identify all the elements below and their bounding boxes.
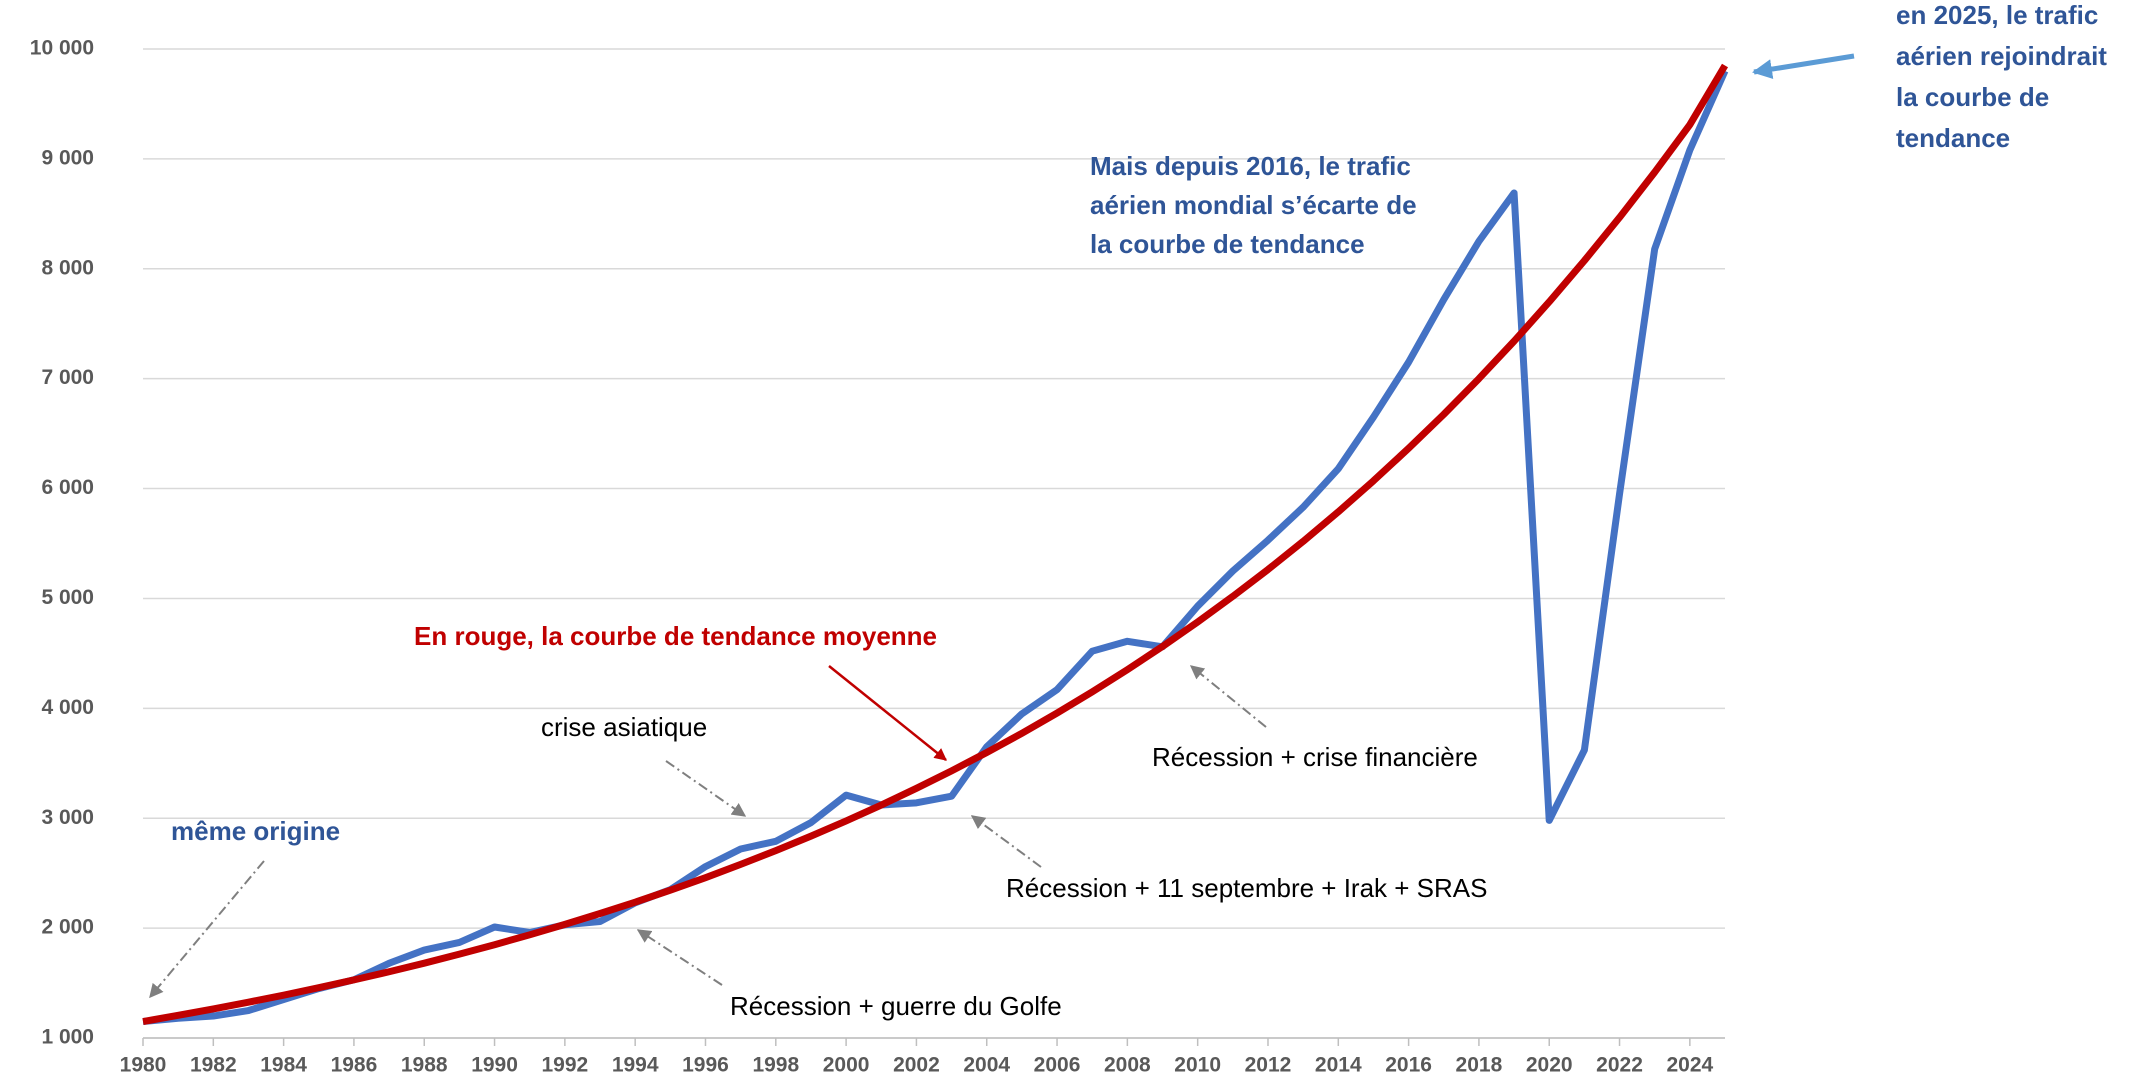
x-tick-label: 2012 xyxy=(1245,1054,1292,1077)
x-tick-label: 2024 xyxy=(1666,1054,1713,1077)
x-tick-label: 2020 xyxy=(1526,1054,1573,1077)
grid xyxy=(143,48,1725,1039)
y-tick-label: 5 000 xyxy=(41,586,94,609)
x-tick-label: 1984 xyxy=(260,1054,307,1077)
arrow xyxy=(970,815,1042,868)
x-tick-label: 1998 xyxy=(752,1054,799,1077)
annotation: crise asiatique xyxy=(541,712,707,742)
annotation: aérien rejoindrait xyxy=(1896,41,2107,71)
annotation: Récession + 11 septembre + Irak + SRAS xyxy=(1006,873,1487,903)
arrow xyxy=(665,760,747,817)
annotation: tendance xyxy=(1896,123,2010,153)
x-tick-label: 1982 xyxy=(190,1054,237,1077)
arrow xyxy=(636,929,723,986)
y-tick-label: 2 000 xyxy=(41,916,94,939)
x-tick-label: 1988 xyxy=(401,1054,448,1077)
x-tick-label: 2008 xyxy=(1104,1054,1151,1077)
x-tick-label: 2016 xyxy=(1385,1054,1432,1077)
y-tick-label: 6 000 xyxy=(41,476,94,499)
x-tick-label: 2002 xyxy=(893,1054,940,1077)
y-tick-label: 4 000 xyxy=(41,696,94,719)
y-tick-label: 8 000 xyxy=(41,256,94,279)
y-tick-label: 7 000 xyxy=(41,366,94,389)
x-tick-label: 2014 xyxy=(1315,1054,1362,1077)
y-tick-label: 10 000 xyxy=(30,37,94,60)
x-tick-label: 2006 xyxy=(1034,1054,1081,1077)
x-tick-label: 2004 xyxy=(963,1054,1010,1077)
y-tick-label: 1 000 xyxy=(41,1026,94,1049)
arrow xyxy=(1752,53,1855,80)
x-tick-label: 1986 xyxy=(331,1054,378,1077)
line-series xyxy=(142,69,1729,1026)
x-tick-label: 1994 xyxy=(612,1054,659,1077)
x-tick-label: 2022 xyxy=(1596,1054,1643,1077)
arrow xyxy=(149,860,265,999)
annotation: Récession + guerre du Golfe xyxy=(730,991,1062,1021)
x-tick-label: 2000 xyxy=(823,1054,870,1077)
annotation: la courbe de tendance xyxy=(1090,229,1365,259)
x-tick-label: 2018 xyxy=(1456,1054,1503,1077)
x-tick-label: 1990 xyxy=(471,1054,518,1077)
x-tick-label: 1980 xyxy=(120,1054,167,1077)
x-tick-label: 2010 xyxy=(1174,1054,1221,1077)
annotation: Récession + crise financière xyxy=(1152,742,1478,772)
annotation: En rouge, la courbe de tendance moyenne xyxy=(414,621,937,651)
x-tick-label: 1992 xyxy=(542,1054,589,1077)
annotation: même origine xyxy=(171,816,340,846)
arrow xyxy=(1189,665,1267,728)
arrow xyxy=(828,665,947,761)
annotation: en 2025, le trafic xyxy=(1896,0,2098,30)
y-tick-label: 3 000 xyxy=(41,806,94,829)
annotation: Mais depuis 2016, le trafic xyxy=(1090,151,1411,181)
annotation: la courbe de xyxy=(1896,82,2049,112)
y-tick-label: 9 000 xyxy=(41,146,94,169)
line-series xyxy=(142,63,1729,1025)
annotation: aérien mondial s’écarte de xyxy=(1090,190,1417,220)
x-tick-label: 1996 xyxy=(682,1054,729,1077)
